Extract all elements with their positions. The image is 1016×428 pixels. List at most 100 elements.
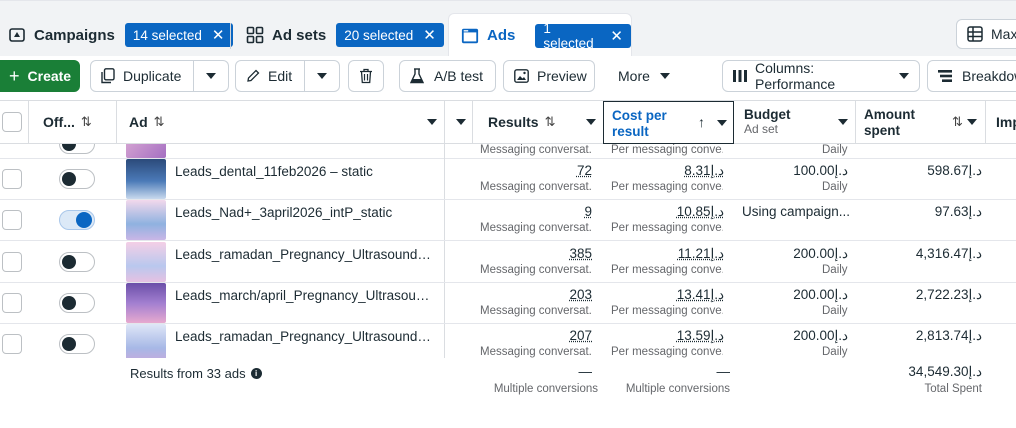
edit-dropdown[interactable] xyxy=(304,60,340,92)
ad-toggle[interactable] xyxy=(59,252,95,272)
row-checkbox[interactable] xyxy=(2,252,22,272)
budget-value[interactable]: د.إ200.00 xyxy=(793,287,848,302)
clear-ads-icon[interactable]: ✕ xyxy=(610,27,623,45)
column-header-amount-spent[interactable]: Amount spent xyxy=(864,107,936,139)
create-button[interactable]: + Create xyxy=(0,60,80,92)
select-all-checkbox[interactable] xyxy=(2,112,22,132)
budget-value[interactable]: د.إ200.00 xyxy=(793,328,848,343)
summary-cost: — xyxy=(716,364,731,379)
sort-icon[interactable]: ⇅ xyxy=(80,114,92,129)
table-row[interactable]: Leads_Nad+_3april2026_intP_static 9 Mess… xyxy=(0,200,1016,241)
maximize-button[interactable]: Maxi xyxy=(956,19,1016,49)
tab-adsets[interactable]: Ad sets 20 selected ✕ xyxy=(246,15,444,55)
ad-name[interactable]: Leads_march/april_Pregnancy_Ultrasound..… xyxy=(175,288,435,303)
summary-results: — xyxy=(578,364,593,379)
cost-sublabel: Per messaging conve... xyxy=(611,264,723,276)
ad-thumbnail xyxy=(126,200,166,240)
ad-name[interactable]: Leads_Nad+_3april2026_intP_static xyxy=(175,205,393,220)
chevron-down-icon[interactable] xyxy=(967,119,977,125)
ad-toggle[interactable] xyxy=(59,334,95,354)
results-value[interactable]: 207 xyxy=(569,328,592,343)
table-row[interactable]: Leads_ramadan_Pregnancy_Ultrasound_5f...… xyxy=(0,242,1016,283)
results-value[interactable]: 203 xyxy=(569,287,592,302)
row-checkbox[interactable] xyxy=(2,169,22,189)
chevron-down-icon[interactable] xyxy=(427,119,437,125)
breakdown-button[interactable]: Breakdow xyxy=(927,60,1016,92)
budget-value[interactable]: د.إ100.00 xyxy=(793,163,848,178)
pencil-icon xyxy=(246,69,260,83)
column-header-off[interactable]: Off... ⇅ xyxy=(43,101,92,143)
table-row-partial: Messaging conversat... Per messaging con… xyxy=(0,144,1016,159)
budget-value[interactable]: Using campaign... xyxy=(742,204,850,219)
chevron-down-icon xyxy=(205,73,216,79)
results-sublabel: Messaging conversat... xyxy=(480,181,592,193)
chevron-down-icon[interactable] xyxy=(838,119,848,125)
toggle-knob xyxy=(62,172,76,186)
ad-toggle[interactable] xyxy=(59,210,95,230)
sort-icon[interactable]: ⇅ xyxy=(544,114,556,129)
ad-name[interactable]: Leads_dental_11feb2026 – static xyxy=(175,164,373,179)
cost-per-result-value[interactable]: د.إ11.21 xyxy=(677,246,724,261)
chevron-down-icon[interactable] xyxy=(717,120,727,126)
cost-per-result-value[interactable]: د.إ8.31 xyxy=(684,163,724,178)
clear-campaigns-icon[interactable]: ✕ xyxy=(211,27,225,44)
duplicate-button[interactable]: Duplicate xyxy=(90,60,194,92)
column-off-label: Off... xyxy=(43,114,75,130)
info-icon[interactable]: i xyxy=(250,368,262,379)
table-header: Off... ⇅ Ad ⇅ Results ⇅ Cost per result … xyxy=(0,100,1016,144)
column-header-ad[interactable]: Ad ⇅ xyxy=(129,101,165,143)
cost-per-result-value[interactable]: د.إ13.41 xyxy=(676,287,724,302)
chevron-down-icon[interactable] xyxy=(586,119,596,125)
row-checkbox[interactable] xyxy=(2,210,22,230)
ad-toggle[interactable] xyxy=(59,144,95,154)
ad-thumbnail xyxy=(126,324,166,364)
column-header-budget[interactable]: Budget Ad set xyxy=(744,107,791,136)
tab-campaigns[interactable]: Campaigns 14 selected ✕ xyxy=(8,15,233,55)
row-checkbox[interactable] xyxy=(2,334,22,354)
columns-button[interactable]: Columns: Performance xyxy=(722,60,920,92)
column-header-cost-per-result[interactable]: Cost per result ↑ xyxy=(603,101,734,144)
table-row[interactable]: Leads_march/april_Pregnancy_Ultrasound..… xyxy=(0,283,1016,324)
column-header-impressions[interactable]: Imp xyxy=(996,101,1016,143)
sort-icon[interactable]: ⇅ xyxy=(153,114,165,129)
ad-toggle[interactable] xyxy=(59,293,95,313)
ads-selected-pill[interactable]: 1 selected ✕ xyxy=(535,21,631,51)
duplicate-dropdown[interactable] xyxy=(193,60,229,92)
tab-adsets-label: Ad sets xyxy=(272,26,327,44)
budget-value[interactable]: د.إ200.00 xyxy=(793,246,848,261)
cost-per-result-value[interactable]: د.إ10.85 xyxy=(676,204,724,219)
clear-adsets-icon[interactable]: ✕ xyxy=(423,27,436,44)
cost-sublabel: Per messaging conve... xyxy=(611,222,723,234)
ad-name[interactable]: Leads_ramadan_Pregnancy_Ultrasound2_... xyxy=(175,329,435,344)
chevron-down-icon[interactable] xyxy=(456,119,466,125)
column-header-results[interactable]: Results ⇅ xyxy=(488,101,555,143)
table-row[interactable]: Leads_dental_11feb2026 – static 72 Messa… xyxy=(0,159,1016,200)
amount-spent-value: د.إ4,316.47 xyxy=(915,246,982,261)
cost-per-result-value[interactable]: د.إ13.59 xyxy=(676,328,724,343)
summary-spent: د.إ34,549.30 xyxy=(908,364,982,379)
ad-toggle[interactable] xyxy=(59,169,95,189)
delete-button[interactable] xyxy=(348,60,384,92)
table-icon xyxy=(967,26,983,42)
column-ad-label: Ad xyxy=(129,114,148,130)
campaigns-selected-pill[interactable]: 14 selected ✕ xyxy=(124,23,233,47)
ab-test-button[interactable]: A/B test xyxy=(399,60,496,92)
ab-test-label: A/B test xyxy=(434,68,484,84)
tab-ads-label: Ads xyxy=(487,27,516,44)
preview-button[interactable]: Preview xyxy=(503,60,595,92)
sort-icon[interactable]: ⇅ xyxy=(952,114,963,129)
adsets-grid-icon xyxy=(246,26,264,44)
sort-ascending-icon[interactable]: ↑ xyxy=(698,114,705,130)
flask-icon xyxy=(410,68,424,84)
edit-button[interactable]: Edit xyxy=(235,60,305,92)
row-checkbox[interactable] xyxy=(2,293,22,313)
results-value[interactable]: 9 xyxy=(584,204,592,219)
edit-label: Edit xyxy=(268,68,293,84)
adsets-selected-pill[interactable]: 20 selected ✕ xyxy=(336,23,444,47)
more-button[interactable]: More xyxy=(605,60,681,92)
breakdown-icon xyxy=(938,70,952,82)
results-value[interactable]: 385 xyxy=(569,246,592,261)
tab-ads[interactable]: Ads 1 selected ✕ xyxy=(448,13,632,57)
ad-name[interactable]: Leads_ramadan_Pregnancy_Ultrasound_5f... xyxy=(175,247,435,262)
results-value[interactable]: 72 xyxy=(576,163,592,178)
